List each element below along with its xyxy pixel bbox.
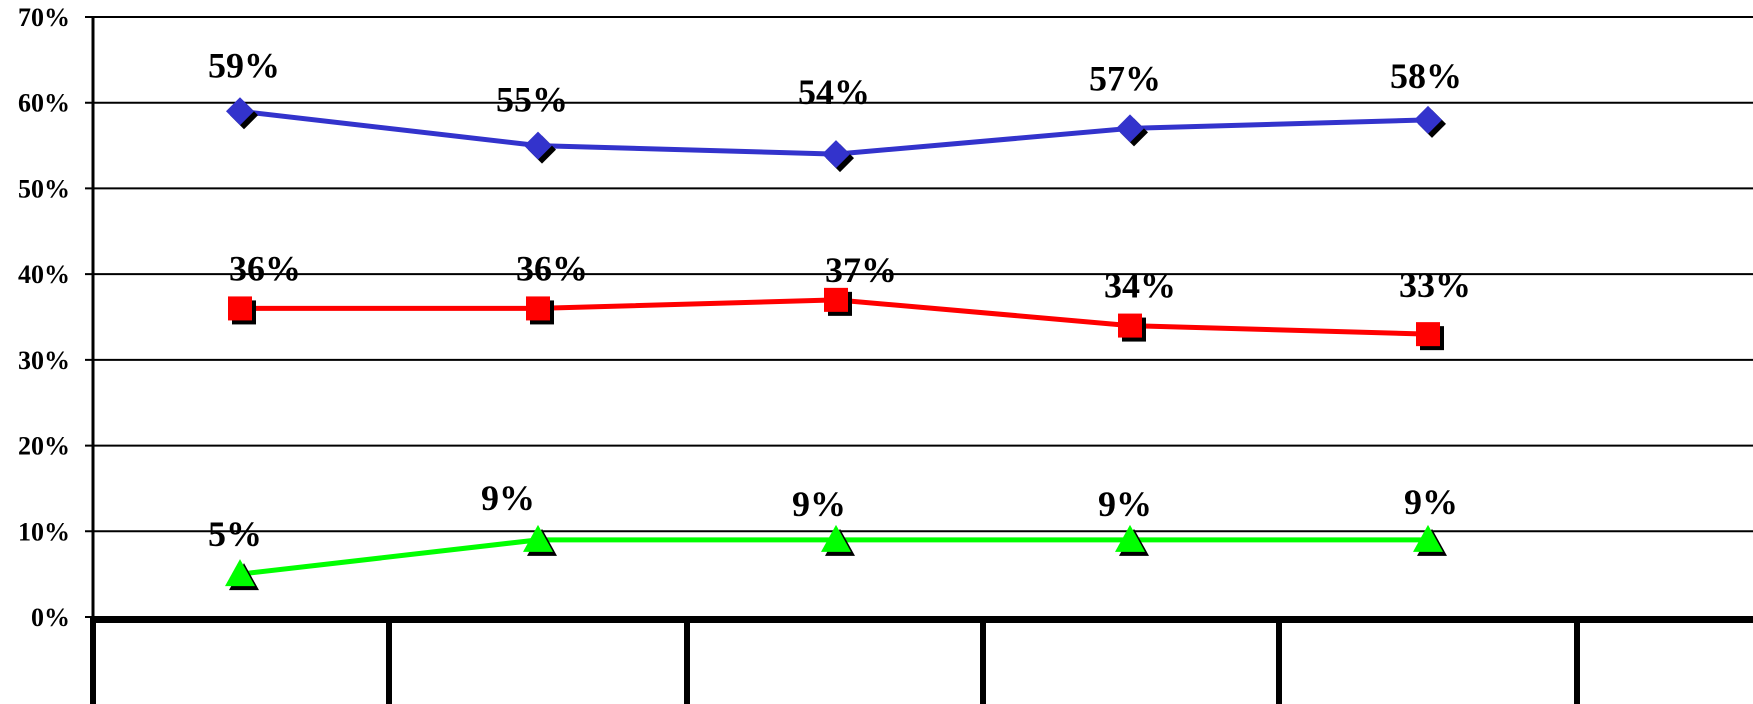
series-layer (225, 97, 1447, 591)
y-axis-tick-labels: 0% 10% 20% 30% 40% 50% 60% 70% (18, 3, 70, 632)
square-marker (1416, 322, 1440, 347)
triangle-marker (1413, 524, 1443, 552)
data-label: 5% (208, 514, 262, 554)
series-1 (228, 287, 1444, 351)
y-tick-label: 50% (18, 174, 70, 203)
data-label: 9% (1404, 482, 1458, 522)
y-tick-label: 0% (31, 603, 70, 632)
square-marker (1118, 313, 1142, 338)
triangle-marker (1115, 524, 1145, 552)
diamond-marker (524, 131, 552, 160)
y-tick-label: 10% (18, 517, 70, 546)
square-marker (824, 287, 848, 312)
square-marker (228, 296, 252, 321)
data-label: 37% (825, 250, 897, 290)
data-label: 55% (496, 80, 568, 120)
triangle-marker (523, 524, 553, 552)
diamond-marker (1414, 105, 1442, 134)
y-tick-label: 60% (18, 89, 70, 118)
data-label: 57% (1089, 58, 1161, 98)
diamond-marker (822, 140, 850, 169)
y-tick-label: 30% (18, 346, 70, 375)
data-label: 33% (1399, 265, 1471, 305)
y-tick-label: 40% (18, 260, 70, 289)
data-label: 34% (1104, 266, 1176, 306)
triangle-marker (225, 559, 255, 587)
data-labels: 59% 55% 54% 57% 58% 36% 36% 37% 34% 33% 5% 9% 9% 9% 9% (208, 45, 1471, 554)
diamond-marker (226, 97, 254, 126)
axes (90, 17, 1753, 704)
data-label: 59% (208, 45, 280, 85)
gridlines (85, 16, 1753, 618)
data-label: 54% (798, 72, 870, 112)
data-label: 36% (229, 248, 301, 288)
triangle-marker (821, 524, 851, 552)
data-label: 9% (481, 478, 535, 518)
series-2 (225, 524, 1447, 591)
diamond-marker (1116, 114, 1144, 143)
data-label: 58% (1390, 56, 1462, 96)
series-0 (226, 97, 1446, 173)
y-tick-label: 70% (18, 3, 70, 32)
data-label: 9% (1098, 484, 1152, 524)
square-marker (526, 296, 550, 321)
data-label: 9% (792, 484, 846, 524)
data-label: 36% (516, 248, 588, 288)
y-tick-label: 20% (18, 432, 70, 461)
